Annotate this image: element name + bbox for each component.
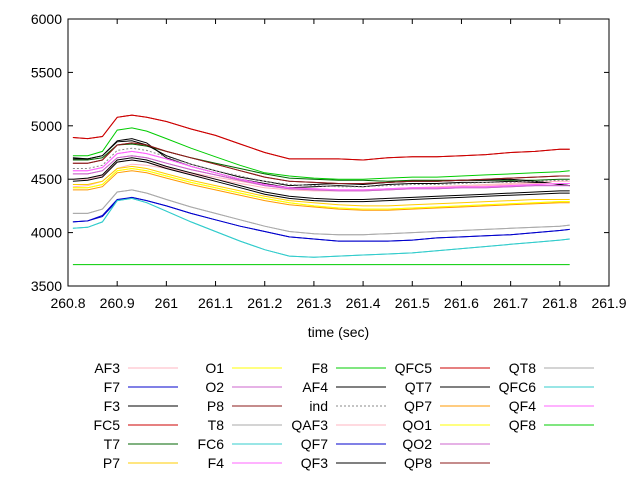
legend-label-qfc6: QFC6 bbox=[499, 379, 537, 395]
series-line-p8 bbox=[72, 142, 570, 184]
legend-label-p7: P7 bbox=[103, 455, 120, 471]
series-line-qt7 bbox=[72, 159, 570, 203]
legend: AF3 F7 F3 FC5 T7 P7 O1 O2 P8 T8 FC6 F4 F8 AF4 ind QAF3 Q… bbox=[94, 360, 594, 471]
y-tick-label: 4000 bbox=[31, 225, 62, 241]
legend-label-o2: O2 bbox=[205, 379, 224, 395]
legend-label-f8: F8 bbox=[312, 360, 329, 376]
y-tick-label: 6000 bbox=[31, 11, 62, 27]
series-line-qfc5 bbox=[72, 114, 570, 161]
y-tick-label: 5000 bbox=[31, 118, 62, 134]
series-line-af4 bbox=[72, 140, 570, 187]
x-tick-label: 261.2 bbox=[247, 295, 282, 311]
legend-label-qo1: QO1 bbox=[402, 417, 432, 433]
y-tick-label: 5500 bbox=[31, 64, 62, 80]
x-tick-label: 261.6 bbox=[444, 295, 479, 311]
y-tick-label: 3500 bbox=[31, 278, 62, 294]
legend-label-f4: F4 bbox=[208, 455, 225, 471]
x-tick-label: 261.5 bbox=[395, 295, 430, 311]
x-tick-label: 261.9 bbox=[591, 295, 626, 311]
series-line-qo1 bbox=[72, 167, 570, 210]
legend-label-qf4: QF4 bbox=[509, 398, 536, 414]
legend-label-qfc5: QFC5 bbox=[395, 360, 433, 376]
x-tick-label: 261.8 bbox=[542, 295, 577, 311]
x-tick-label: 261 bbox=[155, 295, 179, 311]
series-line-qf3 bbox=[72, 157, 570, 200]
legend-label-af4: AF4 bbox=[302, 379, 328, 395]
legend-label-qt8: QT8 bbox=[509, 360, 536, 376]
series-line-t8 bbox=[72, 189, 570, 236]
series-line-qp8 bbox=[72, 142, 570, 184]
series-line-qf7 bbox=[72, 196, 570, 242]
series-layer bbox=[72, 114, 570, 266]
x-tick-label: 260.8 bbox=[50, 295, 85, 311]
legend-label-t7: T7 bbox=[104, 436, 121, 452]
legend-label-qf3: QF3 bbox=[301, 455, 328, 471]
series-line-p7 bbox=[72, 165, 570, 207]
axes: 260.8 260.9 261 261.1 261.2 261.3 261.4 261.5 26… bbox=[31, 11, 627, 311]
series-line-qo2 bbox=[72, 155, 570, 192]
legend-label-fc6: FC6 bbox=[198, 436, 225, 452]
legend-label-p8: P8 bbox=[207, 398, 224, 414]
legend-label-qp7: QP7 bbox=[404, 398, 432, 414]
x-axis-label: time (sec) bbox=[308, 324, 369, 340]
legend-label-o1: O1 bbox=[205, 360, 224, 376]
x-tick-label: 261.4 bbox=[346, 295, 381, 311]
legend-label-ind: ind bbox=[309, 398, 328, 414]
legend-label-qaf3: QAF3 bbox=[291, 417, 328, 433]
legend-label-qf7: QF7 bbox=[301, 436, 328, 452]
legend-label-af3: AF3 bbox=[94, 360, 120, 376]
legend-label-qf8: QF8 bbox=[509, 417, 536, 433]
legend-label-f7: F7 bbox=[104, 379, 121, 395]
x-tick-label: 260.9 bbox=[100, 295, 135, 311]
series-line-qfc6 bbox=[72, 197, 570, 258]
series-line-qp7 bbox=[72, 170, 570, 211]
series-line-ind bbox=[72, 147, 570, 188]
series-line-qt8 bbox=[72, 189, 570, 236]
legend-label-f3: F3 bbox=[104, 398, 121, 414]
y-tick-label: 4500 bbox=[31, 171, 62, 187]
series-line-f8 bbox=[72, 127, 570, 180]
x-tick-label: 261.3 bbox=[296, 295, 331, 311]
legend-label-fc5: FC5 bbox=[94, 417, 121, 433]
legend-label-qo2: QO2 bbox=[402, 436, 432, 452]
plot-frame bbox=[67, 18, 610, 287]
legend-label-t8: T8 bbox=[208, 417, 225, 433]
series-line-fc5 bbox=[72, 114, 570, 161]
x-tick-label: 261.1 bbox=[198, 295, 233, 311]
legend-label-qt7: QT7 bbox=[405, 379, 432, 395]
legend-label-qp8: QP8 bbox=[404, 455, 432, 471]
series-line-qf4 bbox=[72, 150, 570, 191]
x-tick-label: 261.7 bbox=[493, 295, 528, 311]
